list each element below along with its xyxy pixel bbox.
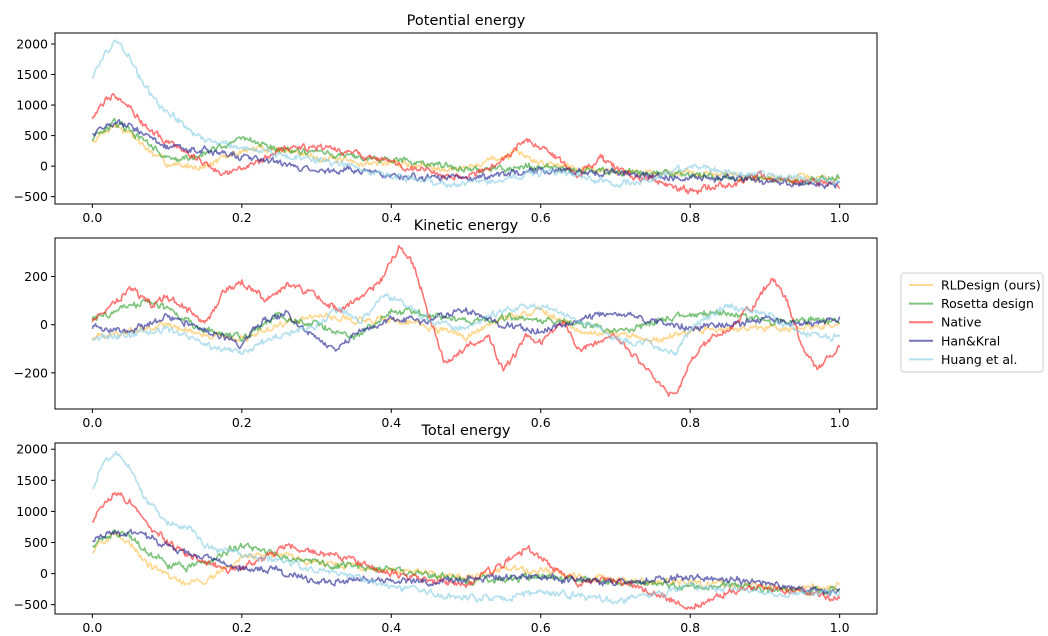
- series-line-native: [91, 244, 841, 397]
- legend-label: Han&Kral: [941, 333, 1000, 348]
- y-tick-label: 500: [24, 535, 48, 550]
- y-tick-label: 2000: [16, 442, 48, 457]
- x-tick-label: 0.8: [680, 210, 700, 225]
- x-tick-label: 0.4: [381, 210, 401, 225]
- y-tick-label: 1500: [16, 67, 48, 82]
- x-tick-label: 0.6: [531, 415, 551, 430]
- panel-title: Potential energy: [407, 13, 526, 29]
- legend-entry-han-kral: Han&Kral: [909, 333, 1000, 348]
- x-tick-label: 0.2: [232, 620, 252, 635]
- axes-frame: [54, 442, 878, 615]
- x-tick-label: 0.0: [82, 415, 102, 430]
- series-line-native: [91, 491, 841, 611]
- x-tick-label: 0.8: [680, 415, 700, 430]
- series-group: [91, 450, 841, 611]
- series-line-han-kral: [92, 528, 841, 597]
- x-tick-label: 1.0: [830, 415, 850, 430]
- panel-title: Kinetic energy: [414, 218, 519, 234]
- series-line-huang-et-al: [92, 450, 841, 605]
- y-tick-label: 1000: [16, 504, 48, 519]
- legend: RLDesign (ours) Rosetta design Native Han&K…: [900, 272, 1044, 373]
- x-tick-label: 1.0: [830, 620, 850, 635]
- y-tick-label: 1000: [16, 98, 48, 113]
- x-tick-label: 0.4: [381, 415, 401, 430]
- x-tick-label: 0.2: [232, 210, 252, 225]
- series-line-huang-et-al: [91, 293, 841, 356]
- series-line-han-kral: [92, 118, 841, 190]
- legend-entry-native: Native: [909, 315, 982, 330]
- series-line-han-kral: [91, 307, 841, 352]
- legend-label: Huang et al.: [941, 352, 1017, 367]
- y-tick-label: 2000: [16, 36, 48, 51]
- legend-frame: [900, 272, 1044, 373]
- axes-frame: [54, 237, 878, 410]
- y-tick-label: −500: [14, 597, 48, 612]
- y-tick-label: 1500: [16, 473, 48, 488]
- legend-label: Native: [941, 315, 982, 330]
- y-tick-label: 500: [24, 128, 48, 143]
- panel-potential-energy: 0.0 0.2 0.4 0.6 0.8 1.0 −500 0 500 1000 1500 2000 Po…: [14, 13, 878, 225]
- axes-frame: [54, 32, 878, 205]
- panel-kinetic-energy: 0.0 0.2 0.4 0.6 0.8 1.0 −200 0 200 Kinetic energy: [14, 218, 878, 430]
- x-tick-label: 0.0: [82, 620, 102, 635]
- legend-entry-rldesign-ours: RLDesign (ours): [909, 278, 1041, 293]
- y-tick-label: 0: [40, 566, 48, 581]
- x-tick-label: 1.0: [830, 210, 850, 225]
- x-tick-label: 0.4: [381, 620, 401, 635]
- y-tick-label: 0: [40, 159, 48, 174]
- y-tick-label: 0: [40, 317, 48, 332]
- y-tick-label: −200: [14, 365, 48, 380]
- x-tick-label: 0.6: [531, 210, 551, 225]
- legend-label: RLDesign (ours): [941, 278, 1041, 293]
- legend-entry-huang-et-al: Huang et al.: [909, 352, 1017, 367]
- y-tick-label: 200: [24, 269, 48, 284]
- x-tick-label: 0.6: [531, 620, 551, 635]
- x-tick-label: 0.8: [680, 620, 700, 635]
- chart-panels: 0.0 0.2 0.4 0.6 0.8 1.0−5000500100015002000Po…: [14, 13, 878, 635]
- legend-label: Rosetta design: [941, 296, 1034, 311]
- series-line-rosetta-design: [92, 529, 841, 596]
- series-line-huang-et-al: [91, 39, 841, 189]
- legend-entry-rosetta-design: Rosetta design: [909, 296, 1034, 311]
- series-group: [91, 244, 841, 397]
- series-group: [91, 39, 841, 195]
- x-tick-label: 0.2: [232, 415, 252, 430]
- panel-total-energy: 0.0 0.2 0.4 0.6 0.8 1.0 −500 0 500 1000 1500 2000 To…: [14, 423, 878, 635]
- x-tick-label: 0.0: [82, 210, 102, 225]
- y-tick-label: −500: [14, 189, 48, 204]
- panel-title: Total energy: [421, 423, 511, 439]
